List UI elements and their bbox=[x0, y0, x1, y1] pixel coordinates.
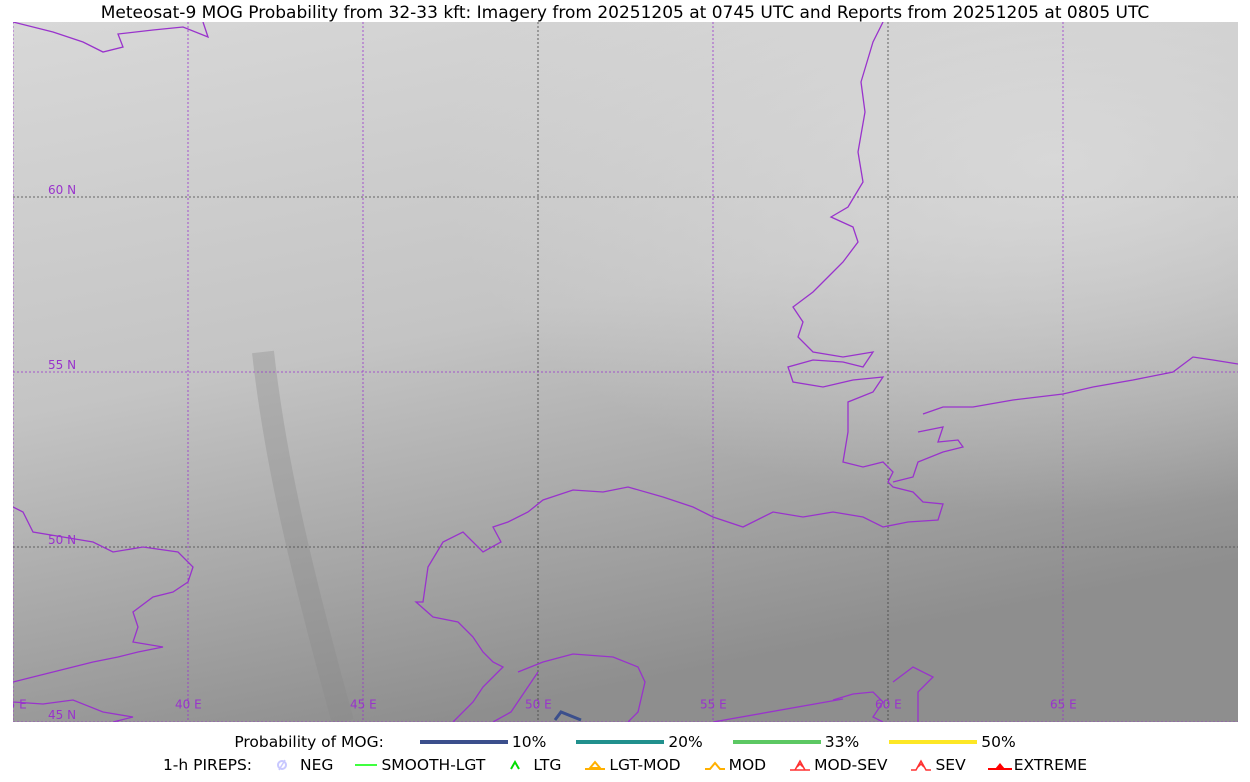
pirep-legend-text: EXTREME bbox=[1013, 756, 1088, 774]
probability-swatch bbox=[419, 740, 508, 744]
lon-label: 40 E bbox=[175, 698, 202, 712]
pirep-legend-item: EXTREME bbox=[987, 756, 1088, 774]
double-caret-bar-icon bbox=[790, 759, 811, 771]
neg-circle-slash-icon bbox=[277, 759, 288, 771]
pirep-legend-text: SEV bbox=[935, 756, 966, 774]
probability-legend-item: 10% bbox=[390, 733, 546, 751]
pirep-legend-text: MOD-SEV bbox=[814, 756, 888, 774]
probability-legend-item: 50% bbox=[859, 733, 1016, 751]
chart-title: Meteosat-9 MOG Probability from 32-33 kf… bbox=[100, 3, 1150, 23]
pireps-legend-label: 1-h PIREPS: bbox=[162, 756, 253, 774]
pirep-legend-item: MOD-SEV bbox=[788, 756, 887, 774]
lon-label: 55 E bbox=[700, 698, 727, 712]
probability-legend: Probability of MOG: 10% 20% 33% 50% bbox=[0, 733, 1250, 751]
triangle-bar-icon bbox=[585, 760, 606, 770]
pirep-legend-item: LTG bbox=[507, 756, 561, 774]
pirep-legend-text: NEG bbox=[300, 756, 334, 774]
probability-legend-item: 20% bbox=[546, 733, 703, 751]
lat-label: 60 N bbox=[48, 183, 76, 197]
lon-label: 65 E bbox=[1050, 698, 1077, 712]
satellite-map: 35 E 40 E 45 E 50 E 55 E 60 E 65 E 60 N 55 N 50 N… bbox=[13, 22, 1238, 722]
pirep-legend-text: LGT-MOD bbox=[609, 756, 681, 774]
lon-label: 45 E bbox=[350, 698, 377, 712]
probability-legend-text: 50% bbox=[981, 733, 1016, 751]
probability-legend-text: 10% bbox=[511, 733, 547, 751]
lon-label: 60 E bbox=[875, 698, 902, 712]
pirep-legend-item: MOD bbox=[703, 756, 767, 774]
probability-swatch bbox=[732, 740, 821, 744]
line-icon bbox=[355, 764, 378, 766]
pirep-legend-item: SMOOTH-LGT bbox=[355, 756, 485, 774]
mog-10pct-contour bbox=[553, 710, 582, 722]
probability-swatch bbox=[889, 740, 978, 744]
lat-label: 45 N bbox=[48, 708, 76, 722]
pirep-legend-item: SEV bbox=[909, 756, 966, 774]
pirep-legend-text: SMOOTH-LGT bbox=[381, 756, 486, 774]
pirep-legend-text: LTG bbox=[533, 756, 562, 774]
coastlines bbox=[13, 22, 1238, 722]
probability-legend-item: 33% bbox=[703, 733, 859, 751]
lon-label: 50 E bbox=[525, 698, 552, 712]
caret-bar-icon bbox=[704, 761, 725, 770]
pireps-legend: 1-h PIREPS: NEG SMOOTH-LGT LTG LGT-MOD MOD MO… bbox=[0, 756, 1250, 774]
probability-legend-label: Probability of MOG: bbox=[234, 733, 384, 751]
probability-swatch bbox=[576, 740, 665, 744]
lon-label: 35 E bbox=[13, 698, 27, 712]
pirep-legend-item: NEG bbox=[274, 756, 333, 774]
probability-legend-text: 20% bbox=[668, 733, 703, 751]
probability-legend-text: 33% bbox=[824, 733, 860, 751]
lat-label: 50 N bbox=[48, 533, 76, 547]
lat-label: 55 N bbox=[48, 358, 76, 372]
filled-triangle-icon bbox=[987, 763, 1012, 770]
lat-lon-grid bbox=[13, 22, 1238, 722]
caret-icon bbox=[510, 759, 521, 770]
double-caret-icon bbox=[911, 759, 932, 771]
pirep-legend-item: LGT-MOD bbox=[583, 756, 681, 774]
pirep-legend-text: MOD bbox=[728, 756, 767, 774]
